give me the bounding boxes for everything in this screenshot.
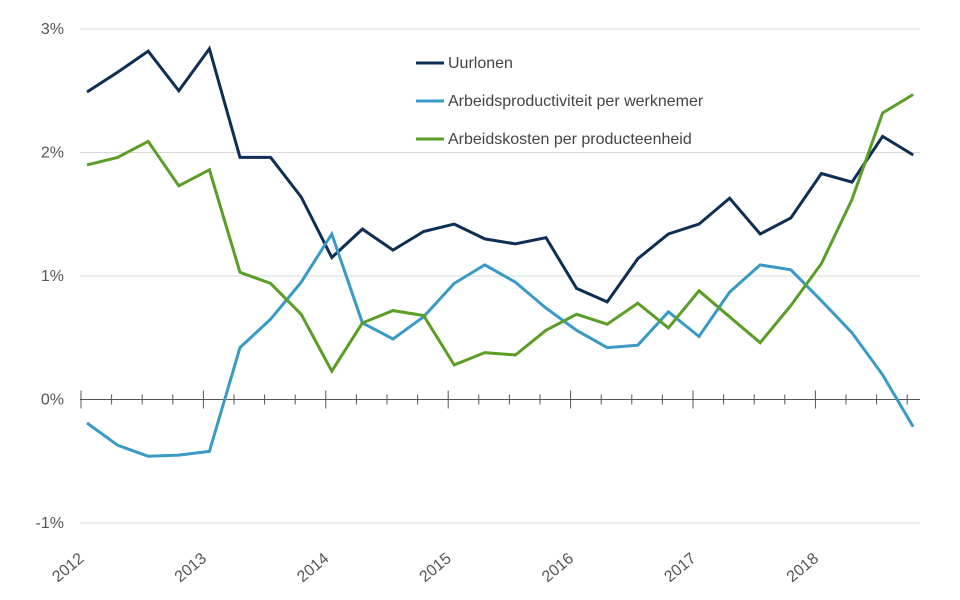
x-axis (80, 390, 920, 409)
x-tick-label: 2014 (294, 550, 332, 586)
legend-label: Arbeidsproductiviteit per werknemer (448, 93, 704, 110)
y-tick-label: 0% (41, 392, 64, 409)
y-tick-label: 3% (41, 21, 64, 38)
y-tick-label: 1% (41, 268, 64, 285)
series-lines (86, 45, 915, 458)
y-axis-ticks: 3% 2% 1% 0% -1% (36, 21, 64, 532)
x-tick-label: 2016 (539, 550, 577, 586)
y-tick-label: 2% (41, 145, 64, 162)
x-tick-label: 2013 (172, 550, 210, 586)
series-line-3 (86, 93, 914, 375)
series-line-2 (86, 230, 915, 458)
grid-lines (80, 28, 920, 524)
y-tick-label: -1% (36, 515, 64, 532)
series-line-1 (86, 45, 914, 304)
x-tick-label: 2015 (417, 550, 455, 586)
legend-label: Arbeidskosten per producteenheid (448, 131, 692, 148)
x-tick-label: 2017 (661, 550, 699, 586)
legend-label: Uurlonen (448, 55, 513, 72)
x-tick-label: 2018 (784, 550, 822, 586)
x-tick-label: 2012 (49, 550, 87, 586)
legend: Uurlonen Arbeidsproductiviteit per werkne… (416, 55, 704, 148)
x-axis-ticks: 2012 2013 2014 2015 2016 2017 2018 (49, 550, 822, 586)
